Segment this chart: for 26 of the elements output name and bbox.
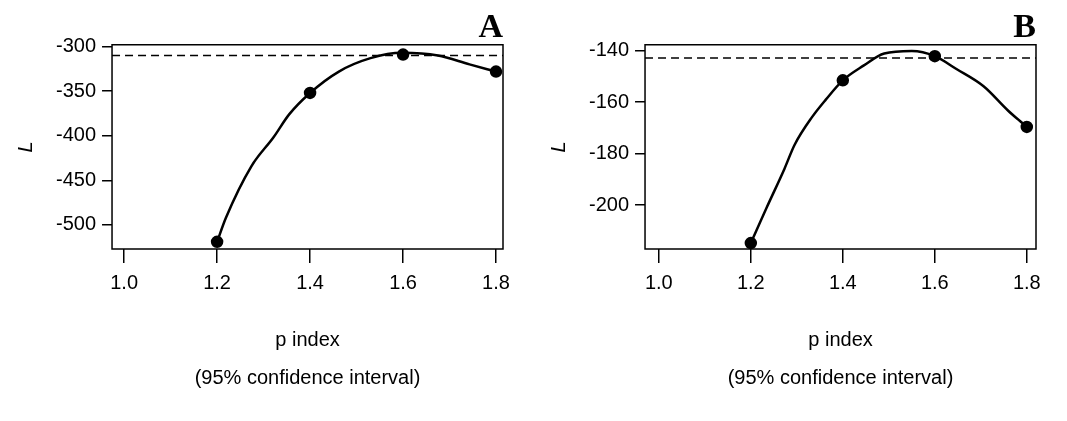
y-tick-label: -400 bbox=[56, 123, 97, 146]
x-tick-label: 1.0 bbox=[644, 270, 673, 293]
chart-title: A bbox=[478, 7, 504, 45]
y-axis-title: L bbox=[546, 141, 569, 153]
x-axis-title: p index (95% confidence interval) bbox=[727, 327, 954, 388]
x-tick-label: 1.8 bbox=[482, 270, 510, 293]
y-tick-label: -200 bbox=[589, 192, 630, 215]
x-tick-label: 1.2 bbox=[203, 270, 231, 293]
y-tick-label: -500 bbox=[56, 212, 97, 235]
y-tick-label: -350 bbox=[56, 78, 97, 101]
y-tick-label: -450 bbox=[56, 167, 97, 190]
point bbox=[489, 65, 503, 78]
x-tick-label: 1.4 bbox=[296, 270, 324, 293]
x-tick-label: 1.4 bbox=[828, 270, 857, 293]
x-tick-label: 1.8 bbox=[1012, 270, 1041, 293]
y-tick-label: -140 bbox=[589, 38, 630, 61]
y-axis-title: L bbox=[13, 141, 36, 153]
y-tick-label: -300 bbox=[56, 34, 97, 57]
x-tick-label: 1.2 bbox=[736, 270, 765, 293]
x-axis-title: p index (95% confidence interval) bbox=[194, 327, 421, 388]
y-tick-label: -180 bbox=[589, 141, 630, 164]
x-tick-label: 1.0 bbox=[110, 270, 139, 293]
y-tick-label: -160 bbox=[589, 89, 630, 112]
chart-title: B bbox=[1013, 7, 1036, 45]
x-tick-label: 1.6 bbox=[920, 270, 949, 293]
x-tick-label: 1.6 bbox=[389, 270, 417, 293]
